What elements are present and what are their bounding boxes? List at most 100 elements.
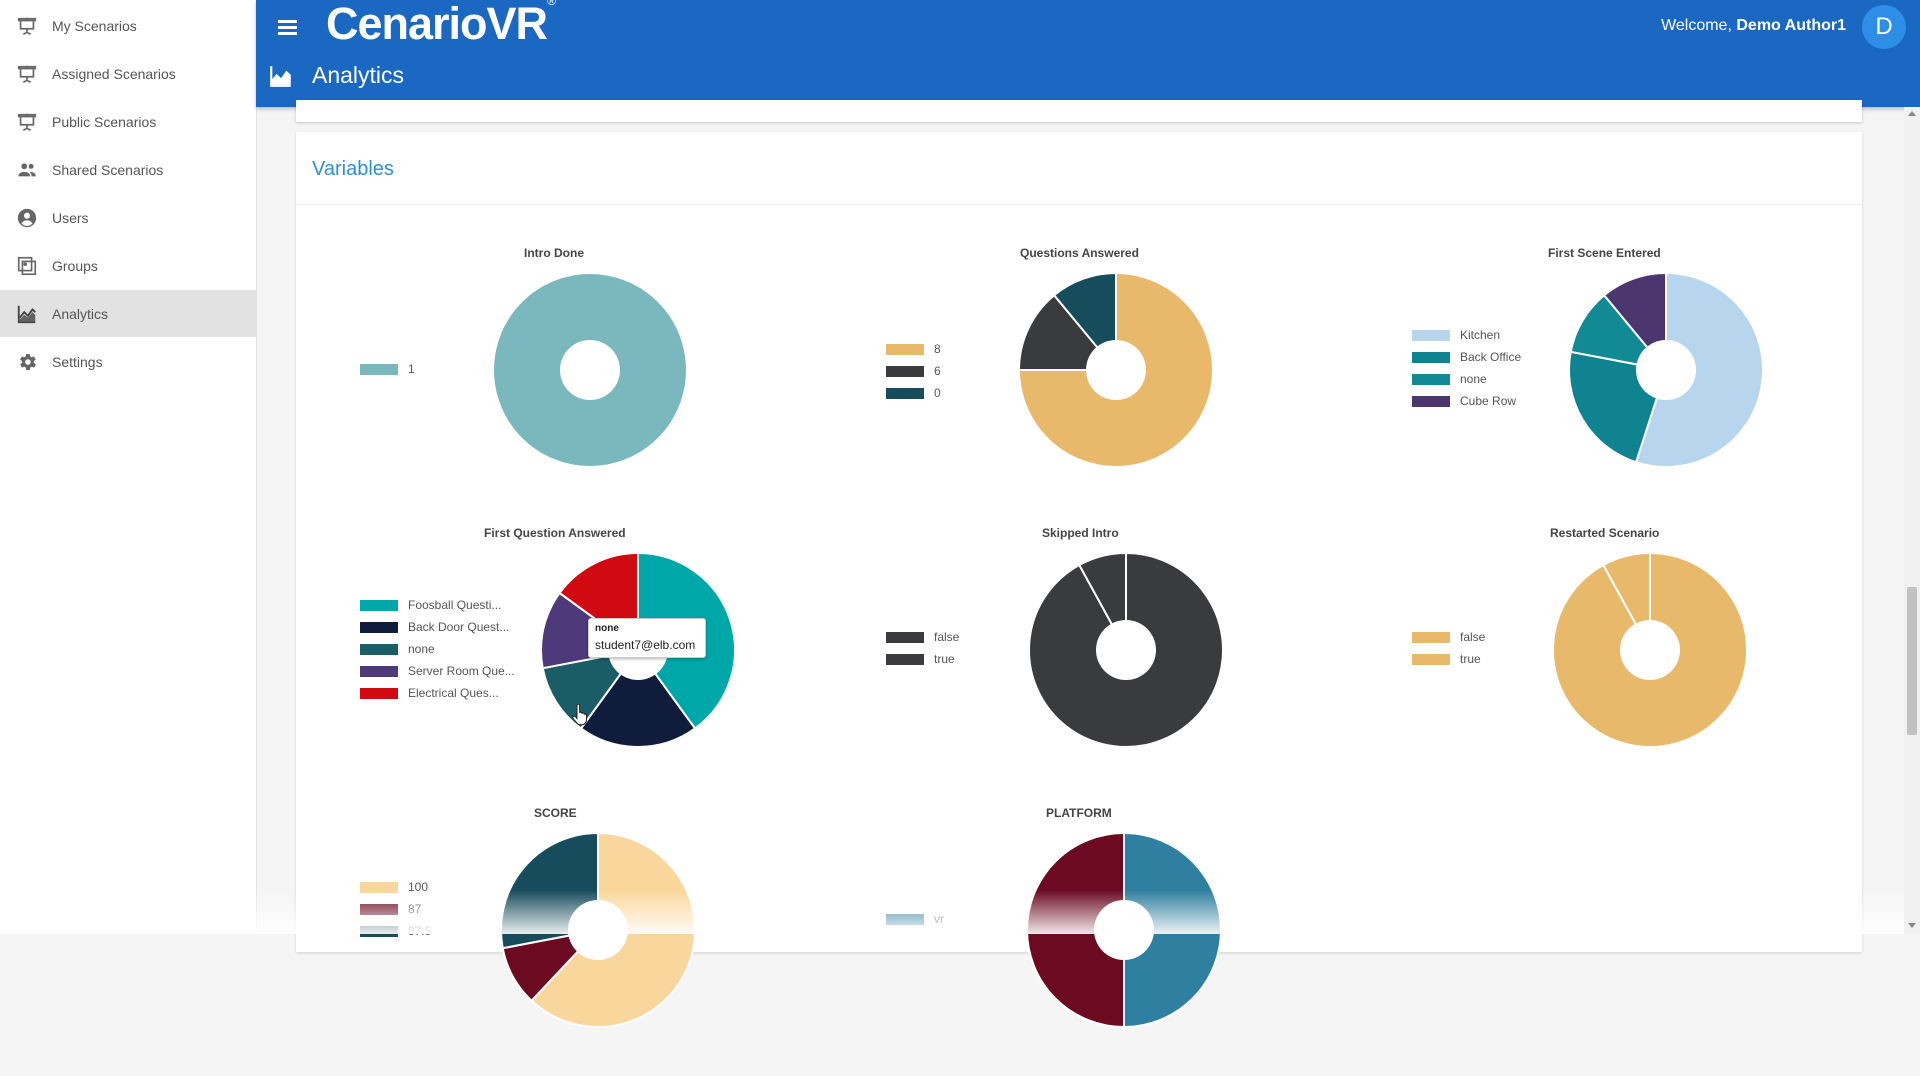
chart-title: First Question Answered (484, 526, 626, 540)
chart-tooltip: none student7@elb.com (588, 618, 706, 658)
donut-hole (1096, 620, 1156, 680)
sidebar-item-analytics[interactable]: Analytics (0, 290, 256, 337)
tooltip-value: student7@elb.com (595, 638, 696, 652)
sidebar-item-label: Analytics (52, 305, 109, 322)
legend-swatch (360, 926, 398, 937)
legend-label: none (408, 642, 435, 656)
donut-hole (1086, 340, 1146, 400)
legend-label: Server Room Que... (408, 664, 515, 678)
group-box-icon (16, 255, 38, 277)
legend-label: Back Door Quest... (408, 620, 510, 634)
legend-label: 8 (934, 342, 941, 356)
legend-label: 1 (408, 362, 415, 376)
vertical-scrollbar[interactable] (1904, 107, 1920, 934)
legend-label: 0 (934, 386, 941, 400)
legend-swatch (360, 688, 398, 699)
legend-label: true (934, 652, 955, 666)
sidebar-item-label: Groups (52, 257, 98, 274)
sidebar: My Scenarios Assigned Scenarios Public Sce… (0, 0, 257, 934)
pie-slice[interactable] (1017, 271, 1214, 468)
pie-chart-score: SCORE 100 87 87.5 (328, 806, 854, 1076)
variables-card: Variables (296, 132, 1862, 952)
pie-chart-platform: PLATFORM vr (854, 806, 1380, 1076)
scroll-thumb[interactable] (1907, 587, 1917, 735)
pie-slice[interactable] (579, 648, 697, 748)
pie-slice[interactable] (1017, 293, 1119, 371)
pie-chart-intro-done: Intro Done 1 (328, 246, 854, 516)
chart-title: Restarted Scenario (1550, 526, 1660, 540)
pie-slice[interactable] (1634, 271, 1764, 468)
brand-mark: ® (547, 0, 556, 8)
legend-swatch (1412, 352, 1450, 363)
legend-label: Electrical Ques... (408, 686, 499, 700)
tooltip-series: none (595, 623, 619, 634)
chart-title: PLATFORM (1046, 806, 1112, 820)
scroll-down-arrow-icon[interactable] (1908, 923, 1916, 928)
legend-swatch (1412, 396, 1450, 407)
sidebar-item-public-scenarios[interactable]: Public Scenarios (0, 98, 256, 145)
brand-logo[interactable]: CenarioVR® (326, 0, 556, 50)
pie-chart-skipped-intro: Skipped Intro false true (854, 526, 1380, 796)
legend-label: none (1460, 372, 1487, 386)
legend-label: vr (934, 912, 944, 926)
donut-hole (568, 900, 628, 960)
hand-cursor-icon (572, 704, 587, 726)
section-title: Variables (312, 158, 394, 180)
pie-svg (1552, 551, 1748, 748)
chart-line-icon (270, 66, 291, 87)
chart-line-icon (16, 303, 38, 325)
sidebar-item-label: Public Scenarios (52, 113, 157, 130)
user-name: Demo Author1 (1736, 17, 1846, 34)
sidebar-item-shared-scenarios[interactable]: Shared Scenarios (0, 146, 256, 193)
pie-svg (492, 272, 688, 468)
legend-label: false (1460, 630, 1486, 644)
sidebar-item-label: Shared Scenarios (52, 161, 164, 178)
pie-slice[interactable] (541, 648, 641, 730)
chart-title: Questions Answered (1020, 246, 1139, 260)
account-circle-icon (16, 207, 38, 229)
people-icon (16, 159, 38, 181)
legend-swatch (360, 666, 398, 677)
legend-label: Foosball Questi... (408, 598, 502, 612)
welcome-prefix: Welcome, (1661, 17, 1732, 34)
legend-label: true (1460, 652, 1481, 666)
avatar[interactable]: D (1862, 5, 1906, 49)
welcome-text: Welcome, Demo Author1 (1661, 17, 1846, 35)
sidebar-item-settings[interactable]: Settings (0, 338, 256, 385)
legend-swatch (1412, 632, 1450, 643)
legend-swatch (886, 654, 924, 665)
chart-title: Skipped Intro (1042, 526, 1119, 540)
pie-chart-restarted-scenario: Restarted Scenario false true (1380, 526, 1906, 796)
donut-hole (560, 340, 620, 400)
pie-slice[interactable] (1569, 293, 1669, 372)
legend-swatch (360, 904, 398, 915)
app-header: CenarioVR® Welcome, Demo Author1 D Analy… (256, 0, 1920, 107)
presentation-board-icon (16, 63, 38, 85)
pie-chart-first-scene-entered: First Scene Entered Kitchen Back Office non… (1380, 246, 1906, 516)
presentation-board-icon (16, 15, 38, 37)
legend-label: 87.5 (408, 924, 432, 938)
legend-label: Back Office (1460, 350, 1522, 364)
legend-label: false (934, 630, 960, 644)
legend-label: 87 (408, 902, 422, 916)
sidebar-item-label: Settings (52, 353, 103, 370)
donut-hole (1620, 620, 1680, 680)
legend-swatch (886, 632, 924, 643)
menu-icon[interactable] (272, 14, 304, 40)
legend-swatch (886, 344, 924, 355)
sidebar-item-assigned-scenarios[interactable]: Assigned Scenarios (0, 50, 256, 97)
brand-name: CenarioVR (326, 0, 548, 49)
legend-swatch (886, 914, 924, 925)
sidebar-item-users[interactable]: Users (0, 194, 256, 241)
sidebar-item-my-scenarios[interactable]: My Scenarios (0, 2, 256, 49)
scroll-up-arrow-icon[interactable] (1908, 111, 1916, 116)
sidebar-item-groups[interactable]: Groups (0, 242, 256, 289)
legend-swatch (360, 622, 398, 633)
divider (296, 204, 1862, 205)
legend-label: 6 (934, 364, 941, 378)
presentation-board-icon (16, 111, 38, 133)
donut-hole (1094, 900, 1154, 960)
pie-svg (1026, 831, 1222, 1029)
legend-label: Kitchen (1460, 328, 1501, 342)
legend-swatch (1412, 330, 1450, 341)
